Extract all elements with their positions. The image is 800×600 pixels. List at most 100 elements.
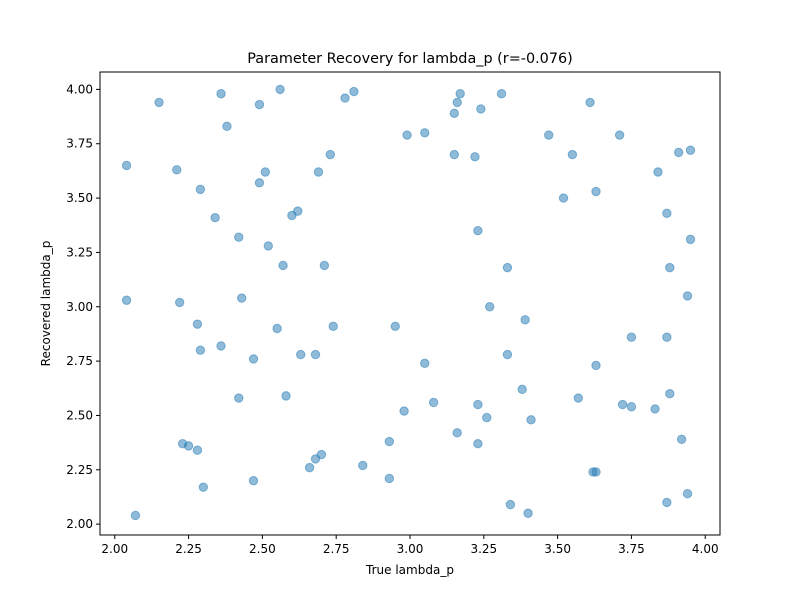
data-point (650, 404, 660, 414)
data-point (662, 497, 672, 508)
data-point (384, 473, 395, 484)
data-point (502, 262, 513, 273)
data-point (682, 489, 693, 499)
data-point (662, 332, 672, 342)
data-point (402, 130, 412, 140)
data-point (210, 212, 220, 223)
data-point (254, 178, 265, 188)
data-point (485, 302, 495, 312)
data-point (384, 436, 395, 447)
data-point (293, 206, 303, 216)
data-point (473, 439, 483, 449)
data-point (673, 147, 684, 158)
data-point (455, 89, 465, 99)
data-point (523, 508, 533, 518)
data-point (665, 262, 675, 273)
y-tick-label: 2.25 (66, 463, 93, 477)
data-point (216, 89, 226, 99)
data-point (482, 412, 492, 423)
data-point (313, 167, 324, 177)
data-point (517, 384, 527, 395)
data-point (585, 97, 595, 108)
data-point (676, 434, 687, 445)
data-point (505, 499, 516, 510)
data-point (198, 482, 209, 492)
data-point (275, 84, 285, 95)
data-point (328, 321, 338, 332)
data-point (310, 349, 321, 360)
x-tick-label: 2.00 (101, 542, 128, 556)
data-point (319, 260, 330, 271)
y-tick-label: 3.50 (66, 191, 93, 205)
data-point (248, 475, 259, 486)
y-tick-label: 2.75 (66, 354, 93, 368)
data-point (183, 441, 194, 451)
x-tick-label: 3.25 (470, 542, 497, 556)
data-point (296, 349, 306, 360)
data-point (420, 358, 430, 368)
data-point (452, 97, 462, 108)
data-point (665, 389, 675, 399)
data-point (476, 104, 486, 114)
data-point (281, 391, 291, 401)
x-axis-label: True lambda_p (365, 563, 454, 577)
data-point (263, 241, 273, 251)
data-point (567, 149, 578, 160)
data-point (216, 341, 226, 351)
data-point (626, 332, 637, 342)
data-point (682, 291, 693, 301)
data-point (192, 319, 203, 329)
data-point (172, 165, 182, 175)
data-point (195, 184, 206, 195)
data-point (591, 186, 601, 197)
data-point (121, 295, 132, 305)
data-point (304, 462, 315, 473)
data-point (130, 510, 141, 521)
data-point (573, 393, 583, 403)
data-point (502, 349, 513, 360)
x-tick-label: 2.75 (323, 542, 350, 556)
data-point (520, 315, 530, 325)
data-point (449, 149, 459, 160)
data-point (591, 360, 601, 371)
x-tick-label: 3.50 (544, 542, 571, 556)
x-tick-label: 2.25 (175, 542, 202, 556)
data-point (526, 415, 536, 425)
data-point (470, 152, 480, 162)
data-point (496, 89, 507, 99)
data-point (452, 428, 462, 438)
data-point (278, 260, 288, 271)
data-point (325, 149, 335, 160)
data-point (626, 402, 637, 412)
data-point (234, 232, 244, 242)
data-point (175, 297, 185, 308)
data-point (614, 130, 625, 140)
data-point (662, 208, 672, 218)
y-tick-label: 3.00 (66, 300, 93, 314)
data-point (234, 393, 244, 403)
data-point (192, 445, 203, 455)
data-point (685, 234, 696, 245)
x-tick-label: 4.00 (692, 542, 719, 556)
data-point (558, 193, 569, 203)
data-point (316, 449, 327, 460)
data-point (399, 406, 409, 416)
data-point (617, 399, 628, 410)
data-point (473, 399, 483, 410)
data-point (237, 293, 247, 303)
data-point (591, 467, 601, 477)
data-point (685, 145, 696, 155)
data-point (358, 460, 368, 471)
data-point (420, 128, 430, 138)
y-tick-label: 3.75 (66, 137, 93, 151)
y-axis-label: Recovered lambda_p (39, 241, 53, 367)
data-point (254, 99, 265, 110)
x-tick-label: 2.50 (249, 542, 276, 556)
y-tick-label: 2.00 (66, 517, 93, 531)
x-tick-label: 3.00 (397, 542, 424, 556)
data-point (248, 354, 259, 364)
data-point (340, 93, 350, 103)
